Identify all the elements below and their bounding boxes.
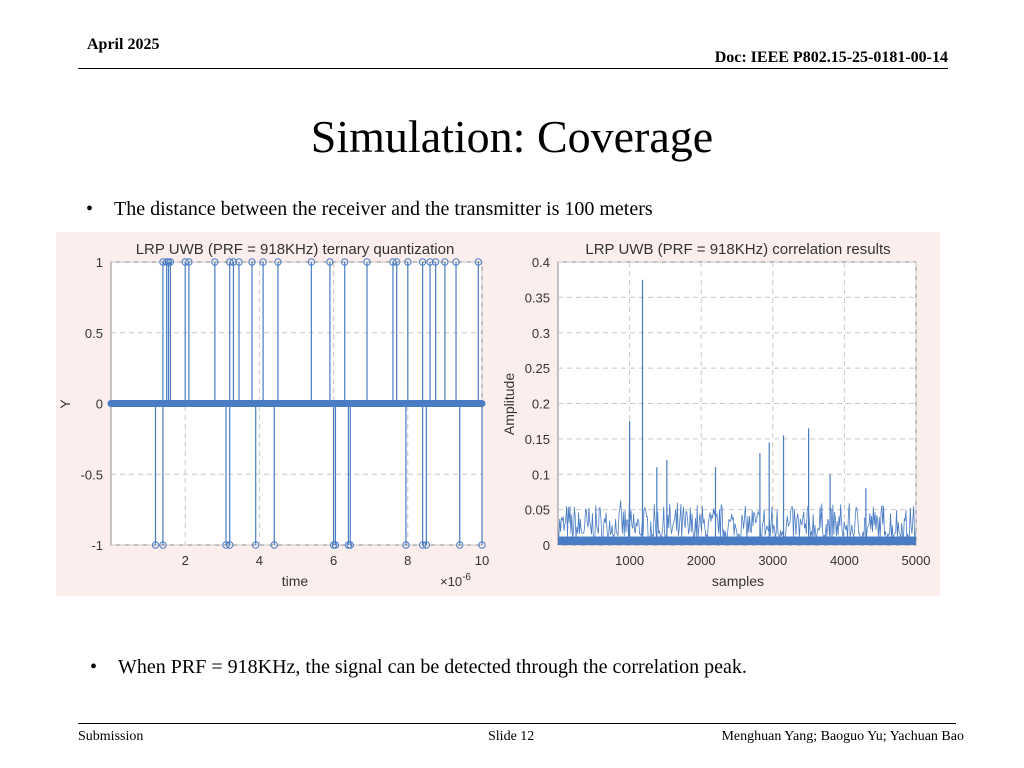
- left-y-tick-label: -1: [91, 538, 103, 553]
- stem-plus-marker: [452, 258, 460, 266]
- left-chart-ylabel: Y: [57, 399, 73, 409]
- left-x-tick-label: 4: [256, 553, 263, 568]
- stem-plus-marker: [474, 258, 482, 266]
- bullet-marker: •: [86, 198, 94, 220]
- right-x-tick-label: 5000: [902, 553, 931, 568]
- footer-slide-number: Slide 12: [488, 729, 535, 744]
- stem-minus-marker: [331, 541, 340, 549]
- right-y-tick-label: 0.1: [532, 467, 550, 482]
- stem-minus-marker: [402, 541, 410, 549]
- footer-authors: Menghuan Yang; Baoguo Yu; Yachuan Bao: [721, 729, 964, 744]
- stem-minus-marker: [159, 541, 167, 549]
- right-plot-area: [557, 261, 917, 546]
- left-y-tick-label: 0: [96, 397, 103, 412]
- left-chart-xexponent: ×10-6: [440, 572, 471, 589]
- correlation-noise-trace: [557, 500, 916, 542]
- stem-plus-marker: [392, 258, 401, 266]
- left-chart-title: LRP UWB (PRF = 918KHz) ternary quantizat…: [136, 241, 455, 258]
- bullet-distance: • The distance between the receiver and t…: [86, 198, 653, 221]
- stem-plus-marker: [307, 258, 316, 266]
- left-chart-xlabel: time: [282, 573, 309, 589]
- right-y-tick-label: 0: [543, 538, 550, 553]
- stem-plus-marker: [166, 258, 175, 266]
- header-rule: [78, 68, 948, 69]
- right-y-tick-label: 0.25: [525, 361, 550, 376]
- left-y-tick-label: -0.5: [81, 467, 103, 482]
- left-x-tick-label: 6: [330, 553, 337, 568]
- slide-title: Simulation: Coverage: [310, 111, 714, 162]
- stem-minus-marker: [251, 541, 260, 549]
- footer-submission: Submission: [78, 729, 144, 744]
- stem-plus-marker: [431, 258, 440, 266]
- stem-plus-marker: [248, 258, 256, 266]
- left-x-tick-label: 2: [182, 553, 189, 568]
- right-x-tick-label: 1000: [615, 553, 644, 568]
- right-chart-ylabel: Amplitude: [501, 373, 517, 435]
- stem-minus-marker: [270, 541, 278, 549]
- stem-plus-marker: [426, 258, 434, 266]
- stem-plus-marker: [259, 258, 267, 266]
- right-y-tick-label: 0.4: [532, 255, 550, 270]
- xexponent-power: -6: [462, 572, 471, 583]
- left-x-tick-label: 10: [475, 553, 489, 568]
- stem-plus-marker: [235, 258, 243, 266]
- right-chart-title: LRP UWB (PRF = 918KHz) correlation resul…: [585, 241, 890, 258]
- left-x-tick-label: 8: [404, 553, 411, 568]
- stem-minus-marker: [422, 541, 431, 549]
- stem-minus-marker: [478, 541, 486, 549]
- stem-plus-marker: [326, 258, 334, 266]
- charts-svg: LRP UWB (PRF = 918KHz) ternary quantizat…: [57, 241, 931, 589]
- stem-minus-marker: [456, 541, 464, 549]
- left-y-tick-label: 1: [96, 255, 103, 270]
- figure-panel: LRP UWB (PRF = 918KHz) ternary quantizat…: [56, 232, 940, 596]
- bullet-conclusion: • When PRF = 918KHz, the signal can be de…: [90, 656, 747, 679]
- stem-plus-marker: [418, 258, 427, 266]
- stem-plus-marker: [185, 258, 193, 266]
- stem-plus-marker: [211, 258, 219, 266]
- stem-minus-marker: [226, 541, 234, 549]
- stem-plus-marker: [404, 258, 412, 266]
- right-chart-xlabel: samples: [712, 573, 764, 589]
- header-date: April 2025: [87, 36, 160, 53]
- stem-plus-marker: [363, 258, 371, 266]
- correlation-floor-band: [558, 536, 916, 545]
- header-doc-id: Doc: IEEE P802.15-25-0181-00-14: [714, 49, 948, 66]
- stem-plus-marker: [274, 258, 282, 266]
- right-x-tick-label: 4000: [830, 553, 859, 568]
- stem-plus-marker: [229, 258, 238, 266]
- right-x-tick-label: 2000: [687, 553, 716, 568]
- right-y-tick-label: 0.15: [525, 432, 550, 447]
- stem-minus-marker: [346, 541, 354, 549]
- xexponent-base: ×10: [440, 574, 462, 589]
- bullet-conclusion-text: When PRF = 918KHz, the signal can be det…: [118, 656, 747, 678]
- right-y-tick-label: 0.3: [532, 326, 550, 341]
- bullet-marker: •: [90, 656, 98, 678]
- right-y-tick-label: 0.2: [532, 397, 550, 412]
- stem-plus-marker: [441, 258, 449, 266]
- right-y-tick-label: 0.35: [525, 290, 550, 305]
- footer-rule: [78, 723, 956, 724]
- bullet-distance-text: The distance between the receiver and th…: [114, 198, 653, 220]
- right-x-tick-label: 3000: [758, 553, 787, 568]
- stem-plus-marker: [341, 258, 349, 266]
- right-y-tick-label: 0.05: [525, 503, 550, 518]
- stem-minus-marker: [151, 541, 160, 549]
- left-y-tick-label: 0.5: [85, 326, 103, 341]
